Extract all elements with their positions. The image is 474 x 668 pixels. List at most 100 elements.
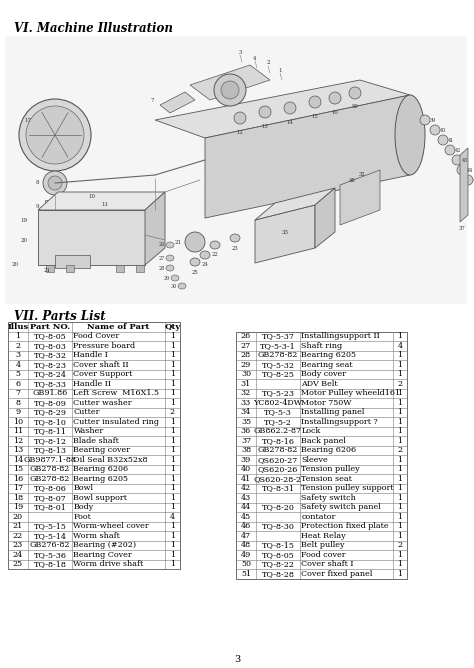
Polygon shape xyxy=(45,200,65,215)
Ellipse shape xyxy=(178,283,186,289)
Text: 1: 1 xyxy=(170,379,175,387)
Text: 49: 49 xyxy=(241,550,251,558)
Text: TQ-8-15: TQ-8-15 xyxy=(262,541,294,549)
Text: Body cover: Body cover xyxy=(301,370,346,378)
Text: Lock: Lock xyxy=(301,428,321,436)
Text: 42: 42 xyxy=(455,148,461,152)
Text: 24: 24 xyxy=(201,263,209,267)
Text: 31: 31 xyxy=(241,379,251,387)
Text: 16: 16 xyxy=(13,475,23,483)
Text: Tension pulley: Tension pulley xyxy=(301,465,360,473)
Text: 44: 44 xyxy=(467,168,473,172)
Text: 16: 16 xyxy=(332,110,338,114)
Text: 35: 35 xyxy=(241,418,251,426)
Text: TQ-8-05: TQ-8-05 xyxy=(262,550,294,558)
Text: 1: 1 xyxy=(170,446,175,454)
Text: 46: 46 xyxy=(241,522,251,530)
Text: 43: 43 xyxy=(462,158,468,162)
Ellipse shape xyxy=(185,232,205,252)
Text: 25: 25 xyxy=(191,269,199,275)
Text: Washer: Washer xyxy=(73,428,104,436)
Text: Name of Part: Name of Part xyxy=(87,323,150,331)
Polygon shape xyxy=(145,192,165,265)
Text: TQ-5-36: TQ-5-36 xyxy=(34,550,66,558)
Ellipse shape xyxy=(171,275,179,281)
Text: 19: 19 xyxy=(13,503,23,511)
Text: QS620-27: QS620-27 xyxy=(258,456,298,464)
Text: TQ-8-01: TQ-8-01 xyxy=(34,503,66,511)
Text: Heat Relay: Heat Relay xyxy=(301,532,346,540)
Text: TQ-5-32: TQ-5-32 xyxy=(262,361,294,369)
Text: 1: 1 xyxy=(397,522,402,530)
Text: TQ-5-15: TQ-5-15 xyxy=(34,522,66,530)
Text: 44: 44 xyxy=(241,503,251,511)
Ellipse shape xyxy=(284,102,296,114)
Text: 30: 30 xyxy=(241,370,251,378)
Text: 32: 32 xyxy=(241,389,251,397)
Text: 1: 1 xyxy=(397,465,402,473)
Text: 1: 1 xyxy=(397,428,402,436)
Text: GB278-82: GB278-82 xyxy=(30,475,70,483)
Text: GB862.2-87: GB862.2-87 xyxy=(254,428,302,436)
Text: Cover shaft II: Cover shaft II xyxy=(73,361,129,369)
Text: 23: 23 xyxy=(13,541,23,549)
Text: 1: 1 xyxy=(397,408,402,416)
Text: 23: 23 xyxy=(232,246,238,250)
Text: VI. Machine Illustration: VI. Machine Illustration xyxy=(14,22,173,35)
Text: Motor Pulley wheeld161: Motor Pulley wheeld161 xyxy=(301,389,401,397)
Text: 10: 10 xyxy=(89,194,95,200)
Text: YC802-4DW: YC802-4DW xyxy=(254,399,302,407)
Ellipse shape xyxy=(166,265,174,271)
Text: 1: 1 xyxy=(170,494,175,502)
Ellipse shape xyxy=(463,175,473,185)
Text: 28: 28 xyxy=(241,351,251,359)
Text: 1: 1 xyxy=(170,465,175,473)
Polygon shape xyxy=(46,265,54,272)
Text: Food cover: Food cover xyxy=(301,550,346,558)
Text: 1: 1 xyxy=(170,522,175,530)
Text: 41: 41 xyxy=(241,475,251,483)
Text: TQ-8-11: TQ-8-11 xyxy=(34,428,66,436)
Text: TQ-5-2: TQ-5-2 xyxy=(264,418,292,426)
Text: contator: contator xyxy=(301,513,336,521)
Text: Tension seat: Tension seat xyxy=(301,475,352,483)
Text: 36: 36 xyxy=(241,428,251,436)
Text: 1: 1 xyxy=(16,332,20,340)
Text: Bowl support: Bowl support xyxy=(73,494,128,502)
Ellipse shape xyxy=(210,241,220,249)
Text: 4: 4 xyxy=(170,513,175,521)
Text: TQ-5-14: TQ-5-14 xyxy=(34,532,66,540)
Text: 1: 1 xyxy=(170,541,175,549)
Text: TQ-8-20: TQ-8-20 xyxy=(262,503,294,511)
Text: 13: 13 xyxy=(13,446,23,454)
Text: 4: 4 xyxy=(397,342,402,350)
Text: 22: 22 xyxy=(211,253,219,257)
Text: 1: 1 xyxy=(170,503,175,511)
Text: 1: 1 xyxy=(397,361,402,369)
Ellipse shape xyxy=(26,106,84,164)
Text: 1: 1 xyxy=(170,428,175,436)
Text: Bearing 6205: Bearing 6205 xyxy=(301,351,356,359)
Ellipse shape xyxy=(457,165,467,175)
Text: 37: 37 xyxy=(459,226,465,230)
Text: Worm shaft: Worm shaft xyxy=(73,532,120,540)
Text: 1: 1 xyxy=(397,370,402,378)
Text: 2: 2 xyxy=(16,342,20,350)
Text: 1: 1 xyxy=(397,513,402,521)
Text: TQ-8-33: TQ-8-33 xyxy=(34,379,66,387)
Polygon shape xyxy=(205,95,410,218)
Ellipse shape xyxy=(221,81,239,99)
Text: Bowl: Bowl xyxy=(73,484,93,492)
Text: 29: 29 xyxy=(164,275,170,281)
Text: 17: 17 xyxy=(25,118,31,122)
Text: TQ-8-24: TQ-8-24 xyxy=(34,370,66,378)
Text: Safety switch panel: Safety switch panel xyxy=(301,503,381,511)
Text: 40: 40 xyxy=(241,465,251,473)
Text: Cutter washer: Cutter washer xyxy=(73,399,132,407)
Text: 10: 10 xyxy=(13,418,23,426)
Text: 29: 29 xyxy=(241,361,251,369)
Text: 1: 1 xyxy=(170,475,175,483)
Text: 27: 27 xyxy=(159,255,165,261)
Text: 2: 2 xyxy=(170,408,175,416)
Polygon shape xyxy=(255,188,335,220)
